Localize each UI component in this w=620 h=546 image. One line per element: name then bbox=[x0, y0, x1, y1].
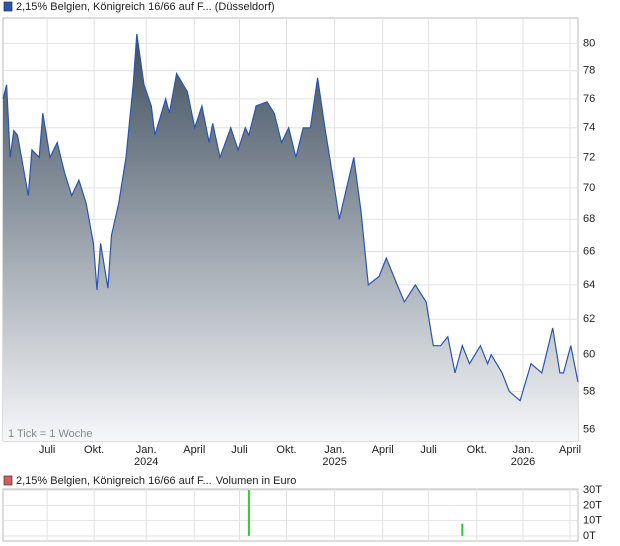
legend-swatch bbox=[3, 475, 13, 486]
plot-area bbox=[2, 488, 579, 542]
y-tick-label: 70 bbox=[583, 182, 595, 194]
y-tick-label: 10T bbox=[583, 515, 602, 527]
y-tick-label: 78 bbox=[583, 65, 595, 77]
y-tick-label: 64 bbox=[583, 279, 595, 291]
x-tick-label: April bbox=[372, 444, 394, 456]
y-tick-label: 80 bbox=[583, 37, 595, 49]
y-tick-label: 58 bbox=[583, 385, 595, 397]
y-tick-label: 66 bbox=[583, 245, 595, 257]
y-tick-label: 30T bbox=[583, 484, 602, 496]
x-tick-label: April bbox=[559, 444, 581, 456]
x-tick-label: Okt. bbox=[276, 444, 296, 456]
x-tick-label: Okt. bbox=[84, 444, 104, 456]
y-tick-label: 62 bbox=[583, 313, 595, 325]
bar bbox=[461, 523, 464, 536]
x-tick-label: Jan. bbox=[513, 444, 534, 456]
y-tick-label: 72 bbox=[583, 151, 595, 163]
x-tick-label: Juli bbox=[420, 444, 437, 456]
y-tick-label: 56 bbox=[583, 423, 595, 435]
x-tick-label: Juli bbox=[231, 444, 248, 456]
x-tick-label: Juli bbox=[39, 444, 56, 456]
y-tick-label: 20T bbox=[583, 499, 602, 511]
x-tick-label: Okt. bbox=[467, 444, 487, 456]
annotation: 1 Tick = 1 Woche bbox=[8, 428, 92, 440]
line bbox=[2, 33, 579, 402]
y-tick-label: 74 bbox=[583, 122, 595, 134]
y-tick-label: 60 bbox=[583, 349, 595, 361]
legend-label: 2,15% Belgien, Königreich 16/66 auf F...… bbox=[16, 1, 275, 13]
bar bbox=[247, 490, 250, 536]
area bbox=[3, 34, 578, 441]
x-tick-year: 2025 bbox=[322, 456, 346, 468]
y-tick-label: 68 bbox=[583, 213, 595, 225]
x-tick-year: 2026 bbox=[511, 456, 535, 468]
x-tick-year: 2024 bbox=[134, 456, 158, 468]
y-axis-label: Volumen in Euro bbox=[216, 475, 297, 487]
legend-label: 2,15% Belgien, Königreich 16/66 auf F... bbox=[16, 475, 212, 487]
legend-swatch bbox=[3, 1, 13, 12]
x-tick-label: April bbox=[183, 444, 205, 456]
x-tick-label: Jan. bbox=[324, 444, 345, 456]
y-tick-label: 76 bbox=[583, 93, 595, 105]
y-tick-label: 0T bbox=[583, 530, 596, 542]
x-tick-label: Jan. bbox=[136, 444, 157, 456]
